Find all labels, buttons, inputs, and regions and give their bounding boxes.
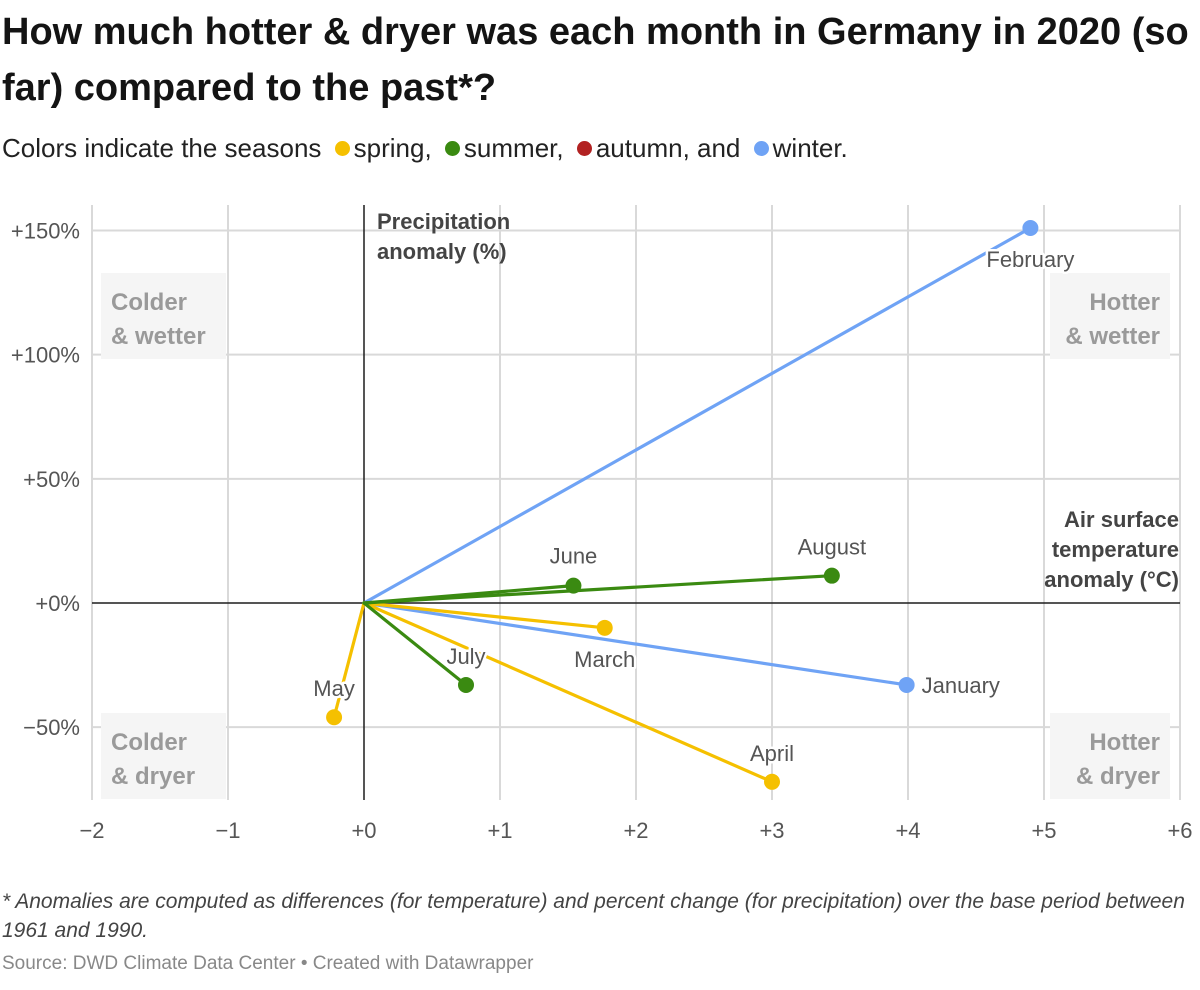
month-label-august: August	[798, 535, 867, 560]
quadrant-label-bg	[1050, 713, 1170, 799]
y-tick-label-0: +0%	[35, 591, 80, 616]
line-january	[362, 601, 909, 687]
summer-color-dot	[444, 141, 460, 156]
x-tick-label-1: +1	[487, 818, 512, 843]
y-tick-label-100: +100%	[11, 343, 80, 368]
x-tick-label-2: +2	[623, 818, 648, 843]
x-tick-label-3: +3	[759, 818, 784, 843]
month-label-july: July	[446, 644, 485, 669]
source-line: Source: DWD Climate Data Center • Create…	[2, 953, 534, 974]
month-label-february: February	[986, 247, 1074, 272]
spring-color-dot	[334, 141, 350, 156]
footnote: * Anomalies are computed as differences …	[2, 890, 1185, 942]
chart-title: How much hotter & dryer was each month i…	[2, 11, 1189, 109]
month-label-march: March	[574, 647, 635, 672]
legend-autumn: autumn, and	[595, 133, 741, 163]
quadrant-label-top-left: Colder	[111, 289, 187, 316]
x-tick-label-0: +0	[351, 818, 376, 843]
y-axis-title: Precipitation	[377, 209, 510, 234]
quadrant-label-bottom-right: & dryer	[1076, 763, 1160, 790]
point-march	[596, 619, 613, 636]
quadrant-label-bg	[101, 713, 226, 799]
scatter-chart: Colder & wetter Hotter & wetter Colder & drye…	[11, 205, 1193, 843]
line-may	[332, 601, 366, 719]
y-tick-label-50: −50%	[23, 715, 80, 740]
winter-color-dot	[753, 141, 769, 156]
point-july	[458, 676, 474, 693]
quadrant-label-bg	[1050, 273, 1170, 359]
legend-spring: spring,	[353, 133, 432, 163]
quadrant-label-bottom-left: & dryer	[111, 763, 195, 790]
legend-summer: summer,	[463, 133, 564, 163]
x-tick-label-1: −1	[215, 818, 240, 843]
point-may	[326, 709, 343, 726]
month-label-may: May	[313, 676, 355, 701]
autumn-color-dot	[576, 141, 592, 156]
line-february	[362, 226, 1033, 605]
subtitle-intro: Colors indicate the seasons	[2, 133, 322, 163]
x-axis-title: Air surface	[1064, 507, 1179, 532]
x-tick-label-5: +5	[1031, 818, 1056, 843]
point-february	[1022, 220, 1039, 237]
x-tick-label-2: −2	[79, 818, 104, 843]
quadrant-label-top-right: & wetter	[1065, 323, 1160, 350]
line-april	[362, 601, 774, 784]
chart-subtitle: Colors indicate the seasons spring, summ…	[2, 130, 848, 166]
point-june	[565, 577, 582, 594]
x-axis-title: anomaly (°C)	[1044, 567, 1179, 592]
quadrant-label-bottom-right: Hotter	[1089, 729, 1160, 756]
y-tick-label-150: +150%	[11, 219, 80, 244]
quadrant-label-top-right: Hotter	[1089, 289, 1160, 316]
line-august	[362, 574, 834, 605]
point-august	[823, 567, 840, 584]
line-july	[362, 601, 468, 687]
y-axis-title: anomaly (%)	[377, 239, 507, 264]
quadrant-label-bg	[101, 273, 226, 359]
legend-winter: winter.	[772, 133, 848, 163]
x-tick-label-4: +4	[895, 818, 920, 843]
point-january	[898, 676, 915, 693]
month-label-january: January	[922, 673, 1000, 698]
y-tick-label-50: +50%	[23, 467, 80, 492]
point-april	[764, 773, 780, 790]
quadrant-label-top-left: & wetter	[111, 323, 206, 350]
series-lines	[332, 226, 1033, 784]
month-label-april: April	[750, 741, 794, 766]
quadrant-label-bottom-left: Colder	[111, 729, 187, 756]
line-march	[362, 601, 607, 630]
month-label-june: June	[550, 544, 598, 569]
x-axis-title: temperature	[1052, 537, 1179, 562]
x-tick-label-6: +6	[1167, 818, 1192, 843]
